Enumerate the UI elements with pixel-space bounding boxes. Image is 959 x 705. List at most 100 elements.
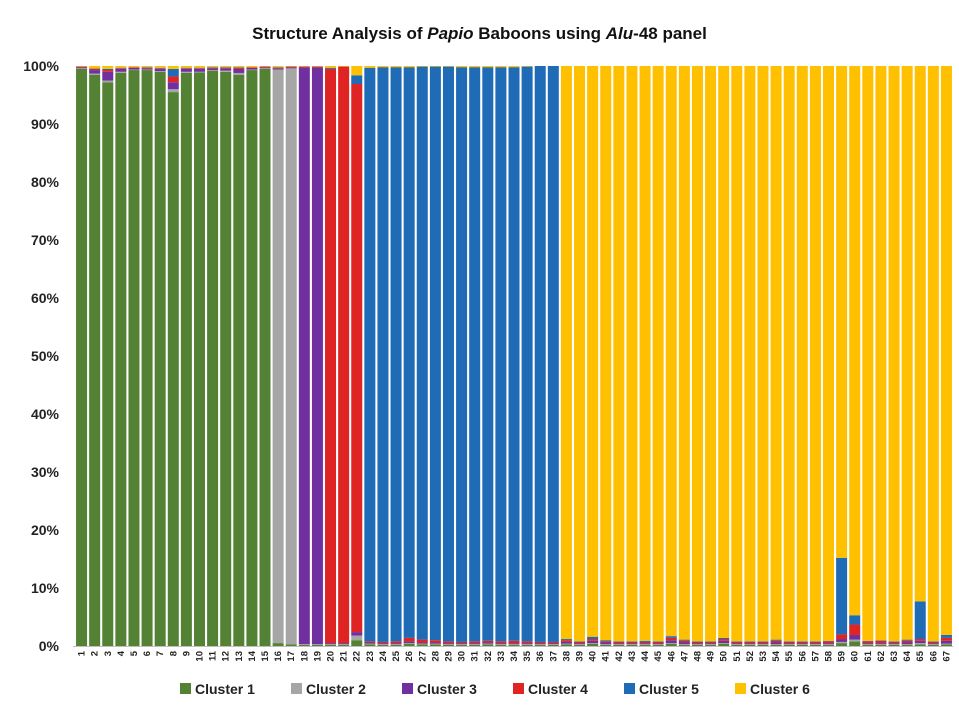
bar-segment-cluster-4 <box>298 66 310 68</box>
x-tick-label: 53 <box>758 651 769 662</box>
bar-stack <box>587 66 599 646</box>
bar-segment-cluster-3 <box>76 67 88 69</box>
x-tick-label: 58 <box>824 651 835 662</box>
bar-segment-cluster-4 <box>718 639 730 641</box>
bar-segment-cluster-3 <box>115 68 127 72</box>
bar-segment-cluster-2 <box>233 72 245 75</box>
bar-segment-cluster-3 <box>102 71 114 81</box>
bar-stack <box>678 66 690 646</box>
x-tick-label: 15 <box>260 650 271 661</box>
bar-segment-cluster-6 <box>770 66 782 640</box>
bar-segment-cluster-4 <box>390 641 402 644</box>
bar-stack <box>560 66 572 646</box>
bar-segment-cluster-1 <box>534 644 546 646</box>
bar-stack <box>102 66 114 647</box>
bar-segment-cluster-6 <box>796 66 808 642</box>
x-tick-label: 37 <box>548 651 559 662</box>
bar-segment-cluster-2 <box>888 644 900 645</box>
chart-title: Structure Analysis of Papio Baboons usin… <box>252 24 707 43</box>
bar-segment-cluster-5 <box>377 67 389 642</box>
bar-segment-cluster-1 <box>325 644 337 646</box>
bar-stack <box>809 66 821 646</box>
x-tick-label: 14 <box>247 650 258 661</box>
bar-stack <box>456 66 468 646</box>
bar-segment-cluster-3 <box>600 642 612 645</box>
bar-segment-cluster-3 <box>495 643 507 645</box>
x-tick-label: 48 <box>692 651 703 662</box>
bar-segment-cluster-6 <box>115 66 127 68</box>
x-tick-label: 23 <box>365 651 376 662</box>
bar-segment-cluster-5 <box>927 641 939 642</box>
bar-segment-cluster-3 <box>207 68 219 71</box>
x-tick-label: 29 <box>443 651 454 662</box>
bar-segment-cluster-1 <box>141 70 153 646</box>
bar-segment-cluster-6 <box>207 66 219 68</box>
bar-segment-cluster-4 <box>456 641 468 644</box>
bar-segment-cluster-4 <box>809 641 821 644</box>
bar-segment-cluster-1 <box>613 644 625 646</box>
bar-segment-cluster-6 <box>364 66 376 68</box>
bar-stack <box>259 66 271 646</box>
bar-segment-cluster-6 <box>377 66 389 68</box>
bar-segment-cluster-1 <box>154 71 166 647</box>
bar-segment-cluster-2 <box>246 69 258 71</box>
bar-segment-cluster-2 <box>403 643 415 644</box>
bar-segment-cluster-6 <box>325 66 337 68</box>
bar-stack <box>298 66 310 646</box>
bar-segment-cluster-3 <box>783 643 795 645</box>
bar-segment-cluster-1 <box>298 644 310 646</box>
bar-segment-cluster-3 <box>456 643 468 645</box>
bar-segment-cluster-5 <box>796 641 808 642</box>
bar-segment-cluster-5 <box>89 68 101 69</box>
x-tick-label: 46 <box>666 651 677 662</box>
bar-segment-cluster-5 <box>456 67 468 642</box>
bar-stack <box>534 66 546 646</box>
x-tick-label: 36 <box>535 651 546 662</box>
bar-stack <box>639 66 651 646</box>
bar-segment-cluster-6 <box>403 66 415 68</box>
bar-segment-cluster-2 <box>207 70 219 71</box>
bar-segment-cluster-6 <box>89 66 101 69</box>
bar-segment-cluster-6 <box>744 66 756 642</box>
bar-segment-cluster-5 <box>809 641 821 642</box>
bar-segment-cluster-3 <box>403 641 415 644</box>
bar-segment-cluster-4 <box>547 641 559 644</box>
bar-segment-cluster-4 <box>115 68 127 69</box>
bar-segment-cluster-2 <box>508 644 520 645</box>
legend-swatch <box>291 683 302 694</box>
x-tick-label: 45 <box>653 650 664 661</box>
bar-segment-cluster-1 <box>757 644 769 646</box>
bar-segment-cluster-4 <box>154 68 166 69</box>
bar-segment-cluster-6 <box>338 66 350 67</box>
bar-segment-cluster-5 <box>547 66 559 642</box>
bar-stack <box>403 66 415 646</box>
bar-segment-cluster-5 <box>626 641 638 642</box>
bar-stack <box>626 66 638 646</box>
bar-segment-cluster-1 <box>285 644 297 646</box>
bar-segment-cluster-6 <box>914 66 926 602</box>
bar-segment-cluster-5 <box>914 601 926 640</box>
bar-segment-cluster-2 <box>115 71 127 73</box>
y-tick-label: 60% <box>31 290 60 306</box>
bar-segment-cluster-4 <box>508 640 520 644</box>
x-tick-label: 26 <box>404 651 415 662</box>
bar-segment-cluster-6 <box>128 66 140 68</box>
bar-segment-cluster-6 <box>574 66 586 642</box>
bar-segment-cluster-2 <box>469 644 481 645</box>
bar-segment-cluster-4 <box>377 641 389 644</box>
bar-segment-cluster-1 <box>901 644 913 646</box>
bar-segment-cluster-2 <box>128 69 140 71</box>
bar-segment-cluster-1 <box>652 644 664 646</box>
bar-segment-cluster-3 <box>678 642 690 645</box>
bar-segment-cluster-2 <box>442 644 454 645</box>
bar-segment-cluster-3 <box>888 643 900 645</box>
bar-segment-cluster-3 <box>796 643 808 645</box>
bar-segment-cluster-6 <box>783 66 795 642</box>
bar-segment-cluster-4 <box>442 641 454 644</box>
bar-segment-cluster-2 <box>167 89 179 93</box>
legend-label: Cluster 1 <box>195 681 255 697</box>
bar-segment-cluster-2 <box>613 644 625 645</box>
bar-segment-cluster-4 <box>678 640 690 643</box>
bar-segment-cluster-4 <box>416 639 428 643</box>
x-tick-label: 40 <box>588 651 599 662</box>
